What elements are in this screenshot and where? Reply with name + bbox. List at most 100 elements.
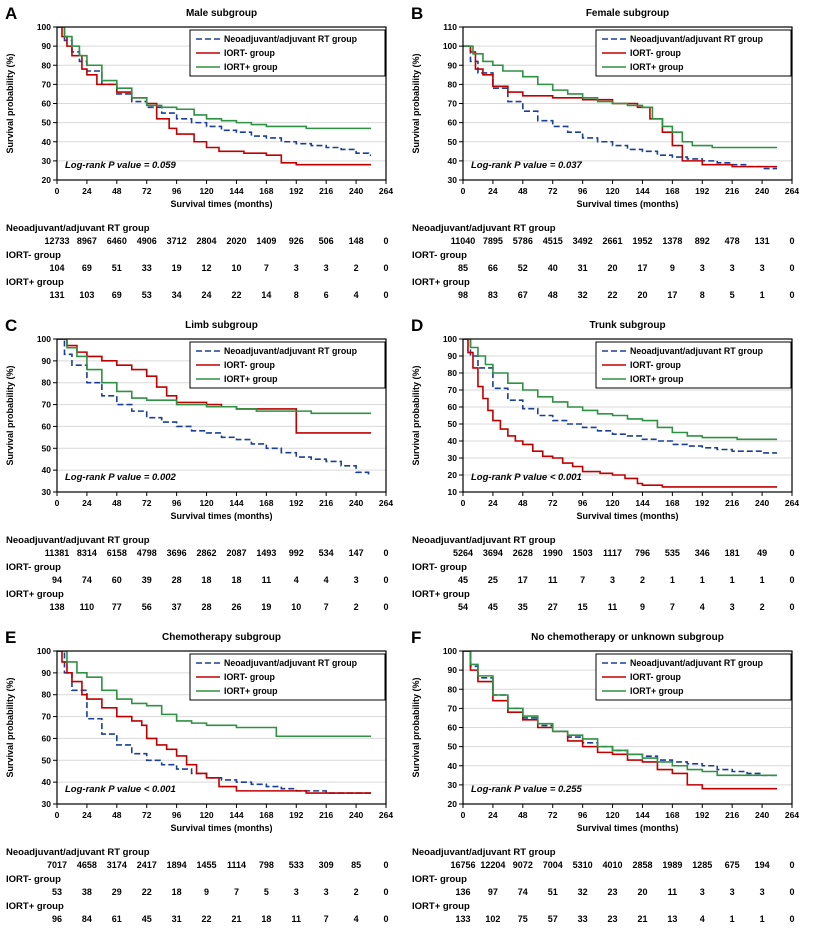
svg-text:20: 20	[637, 887, 647, 897]
svg-text:Survival probability (%): Survival probability (%)	[5, 365, 15, 465]
svg-text:Neoadjuvant/adjuvant RT group: Neoadjuvant/adjuvant RT group	[6, 223, 150, 234]
svg-text:IORT+ group: IORT+ group	[412, 589, 470, 600]
svg-text:136: 136	[455, 887, 470, 897]
svg-text:14: 14	[261, 290, 271, 300]
svg-text:4: 4	[700, 602, 705, 612]
svg-text:40: 40	[42, 777, 52, 787]
svg-text:240: 240	[755, 498, 769, 508]
svg-text:11: 11	[292, 914, 302, 924]
svg-text:168: 168	[259, 810, 273, 820]
svg-text:70: 70	[42, 79, 52, 89]
svg-text:0: 0	[55, 186, 60, 196]
svg-text:3: 3	[354, 575, 359, 585]
svg-text:992: 992	[289, 548, 304, 558]
svg-text:24: 24	[82, 186, 92, 196]
svg-text:IORT- group: IORT- group	[630, 360, 681, 370]
svg-text:57: 57	[548, 914, 558, 924]
svg-text:120: 120	[605, 810, 619, 820]
svg-text:80: 80	[448, 684, 458, 694]
svg-text:2: 2	[354, 263, 359, 273]
svg-text:0: 0	[789, 263, 794, 273]
svg-text:61: 61	[112, 914, 122, 924]
svg-text:IORT+ group: IORT+ group	[412, 901, 470, 912]
svg-text:Male subgroup: Male subgroup	[186, 8, 257, 19]
svg-text:31: 31	[172, 914, 182, 924]
svg-text:0: 0	[383, 602, 388, 612]
svg-text:194: 194	[755, 860, 770, 870]
svg-text:Limb subgroup: Limb subgroup	[185, 320, 258, 331]
svg-text:1: 1	[700, 575, 705, 585]
svg-text:96: 96	[578, 498, 588, 508]
svg-text:5786: 5786	[513, 236, 533, 246]
svg-text:3: 3	[760, 887, 765, 897]
svg-text:1: 1	[730, 914, 735, 924]
svg-text:84: 84	[82, 914, 92, 924]
svg-text:48: 48	[518, 186, 528, 196]
svg-text:45: 45	[458, 575, 468, 585]
svg-text:IORT- group: IORT- group	[412, 874, 467, 885]
svg-text:96: 96	[52, 914, 62, 924]
svg-text:0: 0	[383, 236, 388, 246]
svg-text:104: 104	[49, 263, 64, 273]
svg-text:13: 13	[667, 914, 677, 924]
svg-text:27: 27	[548, 602, 558, 612]
svg-text:Survival probability (%): Survival probability (%)	[411, 365, 421, 465]
svg-text:10: 10	[231, 263, 241, 273]
svg-text:34: 34	[172, 290, 182, 300]
svg-text:50: 50	[42, 755, 52, 765]
svg-text:IORT+ group: IORT+ group	[630, 686, 684, 696]
svg-text:192: 192	[289, 498, 303, 508]
svg-text:478: 478	[725, 236, 740, 246]
svg-text:IORT- group: IORT- group	[630, 48, 681, 58]
svg-text:20: 20	[42, 175, 52, 185]
svg-text:192: 192	[695, 186, 709, 196]
svg-text:28: 28	[172, 575, 182, 585]
svg-text:Neoadjuvant/adjuvant RT group: Neoadjuvant/adjuvant RT group	[224, 346, 358, 356]
svg-text:216: 216	[319, 498, 333, 508]
svg-text:40: 40	[448, 156, 458, 166]
svg-text:100: 100	[37, 646, 51, 656]
svg-text:240: 240	[349, 186, 363, 196]
svg-text:IORT+ group: IORT+ group	[224, 686, 278, 696]
svg-text:8: 8	[294, 290, 299, 300]
svg-text:24: 24	[82, 810, 92, 820]
panel-f: 20 30 40 50 60 70 80 90 100 0 24 48 72 96 120 144 168 192…	[406, 624, 812, 936]
svg-text:Survival times (months): Survival times (months)	[170, 199, 272, 209]
svg-text:Neoadjuvant/adjuvant RT group: Neoadjuvant/adjuvant RT group	[224, 658, 358, 668]
svg-text:32: 32	[578, 290, 588, 300]
svg-text:Log-rank P value = 0.037: Log-rank P value = 0.037	[471, 160, 583, 171]
svg-text:147: 147	[349, 548, 364, 558]
svg-text:20: 20	[448, 799, 458, 809]
svg-text:31: 31	[578, 263, 588, 273]
svg-text:240: 240	[349, 810, 363, 820]
svg-text:IORT- group: IORT- group	[6, 562, 61, 573]
svg-text:120: 120	[199, 810, 213, 820]
svg-text:796: 796	[635, 548, 650, 558]
svg-text:168: 168	[665, 186, 679, 196]
svg-text:1: 1	[760, 575, 765, 585]
svg-text:2862: 2862	[197, 548, 217, 558]
svg-text:100: 100	[443, 334, 457, 344]
svg-text:0: 0	[461, 810, 466, 820]
svg-text:264: 264	[379, 498, 393, 508]
svg-text:80: 80	[42, 378, 52, 388]
svg-text:7004: 7004	[543, 860, 563, 870]
svg-text:80: 80	[448, 368, 458, 378]
svg-text:48: 48	[112, 810, 122, 820]
svg-text:33: 33	[578, 914, 588, 924]
svg-text:144: 144	[635, 186, 649, 196]
svg-text:80: 80	[42, 60, 52, 70]
svg-text:Survival probability (%): Survival probability (%)	[5, 677, 15, 777]
svg-text:75: 75	[518, 914, 528, 924]
svg-text:70: 70	[448, 385, 458, 395]
svg-text:2804: 2804	[197, 236, 217, 246]
svg-text:Neoadjuvant/adjuvant RT group: Neoadjuvant/adjuvant RT group	[630, 346, 764, 356]
svg-text:96: 96	[578, 810, 588, 820]
svg-text:120: 120	[199, 498, 213, 508]
svg-text:IORT+ group: IORT+ group	[6, 589, 64, 600]
svg-text:48: 48	[112, 498, 122, 508]
svg-text:40: 40	[448, 761, 458, 771]
svg-text:3174: 3174	[107, 860, 127, 870]
svg-text:7: 7	[324, 602, 329, 612]
